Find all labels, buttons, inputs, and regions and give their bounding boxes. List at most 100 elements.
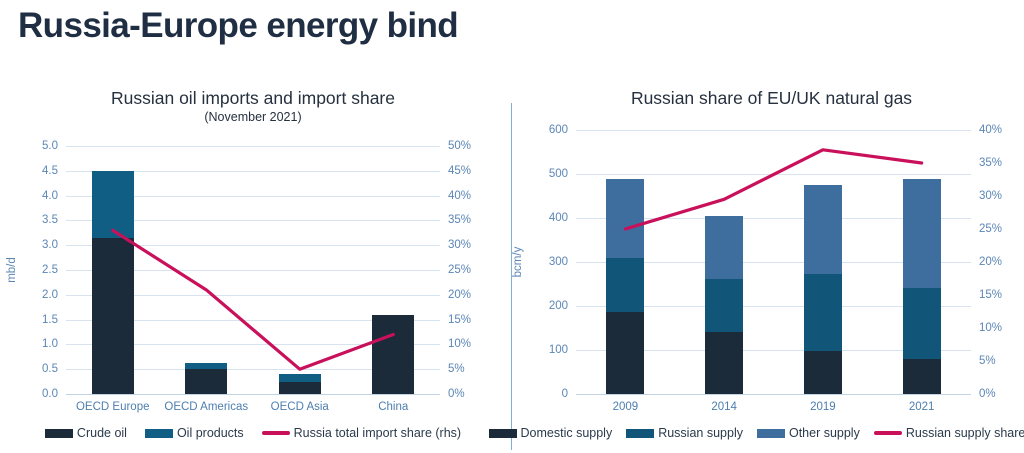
legend-item[interactable]: Domestic supply: [488, 426, 613, 440]
bar-segment[interactable]: [185, 369, 228, 394]
gridline: [66, 270, 440, 271]
y-axis-tick-label: 500: [548, 168, 568, 180]
y-axis-tick-label: 4.5: [42, 164, 58, 177]
gridline: [576, 262, 971, 263]
bar-segment[interactable]: [705, 278, 744, 332]
bar-segment[interactable]: [803, 351, 842, 394]
y-axis-tick-label: 0.5: [42, 363, 58, 376]
y2-axis-tick-label: 25%: [448, 264, 472, 276]
bar-column[interactable]: [803, 130, 842, 394]
bar-column[interactable]: [606, 130, 645, 394]
y2-axis-tick-label: 30%: [979, 190, 1003, 202]
bar-segment[interactable]: [372, 314, 415, 394]
y-axis-tick-label: 2.0: [42, 288, 58, 301]
bar-column[interactable]: [902, 130, 941, 394]
gridline: [66, 146, 440, 147]
gridline: [66, 344, 440, 346]
right-plot-area: 0 100 200 300 400 500 600 0% 5% 10% 15% 20% 25% 30% 35…: [512, 124, 1019, 413]
gridline: [66, 369, 440, 371]
x-axis-tick-label: China: [378, 401, 409, 413]
bar-segment[interactable]: [902, 358, 941, 394]
y-axis-tick-label: 4.0: [42, 189, 58, 202]
y-axis-title: bcm/y: [512, 246, 524, 278]
bar-segment[interactable]: [902, 288, 941, 359]
bar-segment[interactable]: [91, 170, 134, 238]
y2-axis-tick-label: 35%: [448, 214, 472, 227]
legend-item[interactable]: Russian supply share (rhs): [873, 426, 1024, 440]
y2-axis-tick-label: 20%: [979, 256, 1003, 268]
legend-color-swatch: [144, 428, 173, 438]
bar-segment[interactable]: [185, 363, 228, 370]
y2-axis-tick-label: 5%: [979, 355, 996, 367]
chart-panel-oil-imports: Russian oil imports and import share (No…: [6, 88, 488, 450]
bar-segment[interactable]: [705, 215, 744, 279]
bar-segment[interactable]: [278, 374, 321, 382]
y2-axis-tick-label: 10%: [448, 338, 472, 351]
y2-axis-tick-label: 50%: [448, 140, 472, 152]
left-chart-legend: Crude oil Oil products Russia total import…: [18, 426, 488, 440]
y2-axis-tick-label: 45%: [448, 164, 472, 177]
bar-column[interactable]: [185, 146, 228, 394]
legend-item-label: Oil products: [176, 426, 244, 440]
bar-segment[interactable]: [803, 185, 842, 275]
legend-item[interactable]: Other supply: [756, 426, 860, 440]
legend-color-swatch: [44, 428, 73, 438]
legend-item[interactable]: Oil products: [144, 426, 244, 440]
bar-column[interactable]: [278, 146, 321, 394]
y2-axis-tick-label: 40%: [448, 189, 472, 202]
gridline: [66, 220, 440, 222]
bar-column[interactable]: [372, 146, 415, 394]
line-series-overlay: [111, 228, 395, 371]
legend-item-label: Russia total import share (rhs): [293, 426, 462, 440]
x-axis-tick-label: 2014: [711, 401, 737, 413]
legend-item[interactable]: Russian supply: [626, 426, 743, 440]
legend-item-label: Russian supply share (rhs): [905, 426, 1024, 440]
bar-segment[interactable]: [606, 257, 645, 312]
legend-line-swatch: [261, 431, 290, 435]
bar-segment[interactable]: [278, 381, 321, 394]
line-series-overlay: [623, 148, 924, 231]
bar-segment[interactable]: [606, 179, 645, 258]
gridline: [576, 394, 971, 395]
y-axis-tick-label: 1.5: [42, 313, 58, 326]
panel-divider: [511, 103, 512, 450]
y-axis-tick-label: 1.0: [42, 338, 58, 351]
legend-color-swatch: [626, 428, 655, 438]
legend-item[interactable]: Russia total import share (rhs): [261, 426, 462, 440]
gridline: [66, 294, 440, 296]
gridline: [576, 130, 971, 131]
gridline: [66, 170, 440, 172]
bar-segment[interactable]: [91, 237, 134, 394]
bar-segment[interactable]: [606, 311, 645, 394]
legend-item-label: Russian supply: [658, 426, 743, 440]
y2-axis-tick-label: 0%: [448, 388, 465, 400]
bar-column[interactable]: [91, 146, 134, 394]
x-axis-tick-label: OECD Asia: [270, 401, 329, 413]
bar-segment[interactable]: [705, 331, 744, 394]
x-axis-tick-label: OECD Americas: [164, 401, 249, 413]
gridline: [66, 245, 440, 247]
share-line: [111, 228, 395, 371]
legend-item-label: Domestic supply: [520, 426, 613, 440]
y2-axis-tick-label: 40%: [979, 124, 1003, 136]
bar-segment[interactable]: [902, 179, 941, 289]
x-axis-tick-label: 2019: [810, 401, 836, 413]
legend-item-label: Other supply: [788, 426, 860, 440]
y2-axis-tick-label: 10%: [979, 322, 1003, 334]
x-axis-tick-label: 2021: [908, 401, 935, 413]
y2-axis-tick-label: 35%: [979, 157, 1003, 169]
bar-column[interactable]: [705, 130, 744, 394]
legend-line-swatch: [873, 431, 902, 435]
chart-panel-gas-share: Russian share of EU/UK natural gas 0 100 2…: [488, 88, 1024, 450]
gridline: [576, 306, 971, 307]
y-axis-tick-label: 600: [548, 124, 568, 136]
y-axis-tick-label: 3.0: [42, 239, 58, 252]
legend-item[interactable]: Crude oil: [44, 426, 127, 440]
gridline: [66, 319, 440, 321]
y-axis-tick-label: 300: [548, 256, 568, 268]
y2-axis-tick-label: 30%: [448, 239, 472, 252]
bar-segment[interactable]: [803, 274, 842, 352]
legend-color-swatch: [488, 428, 517, 438]
gridline: [576, 218, 971, 219]
y-axis-title: mb/d: [6, 257, 18, 283]
